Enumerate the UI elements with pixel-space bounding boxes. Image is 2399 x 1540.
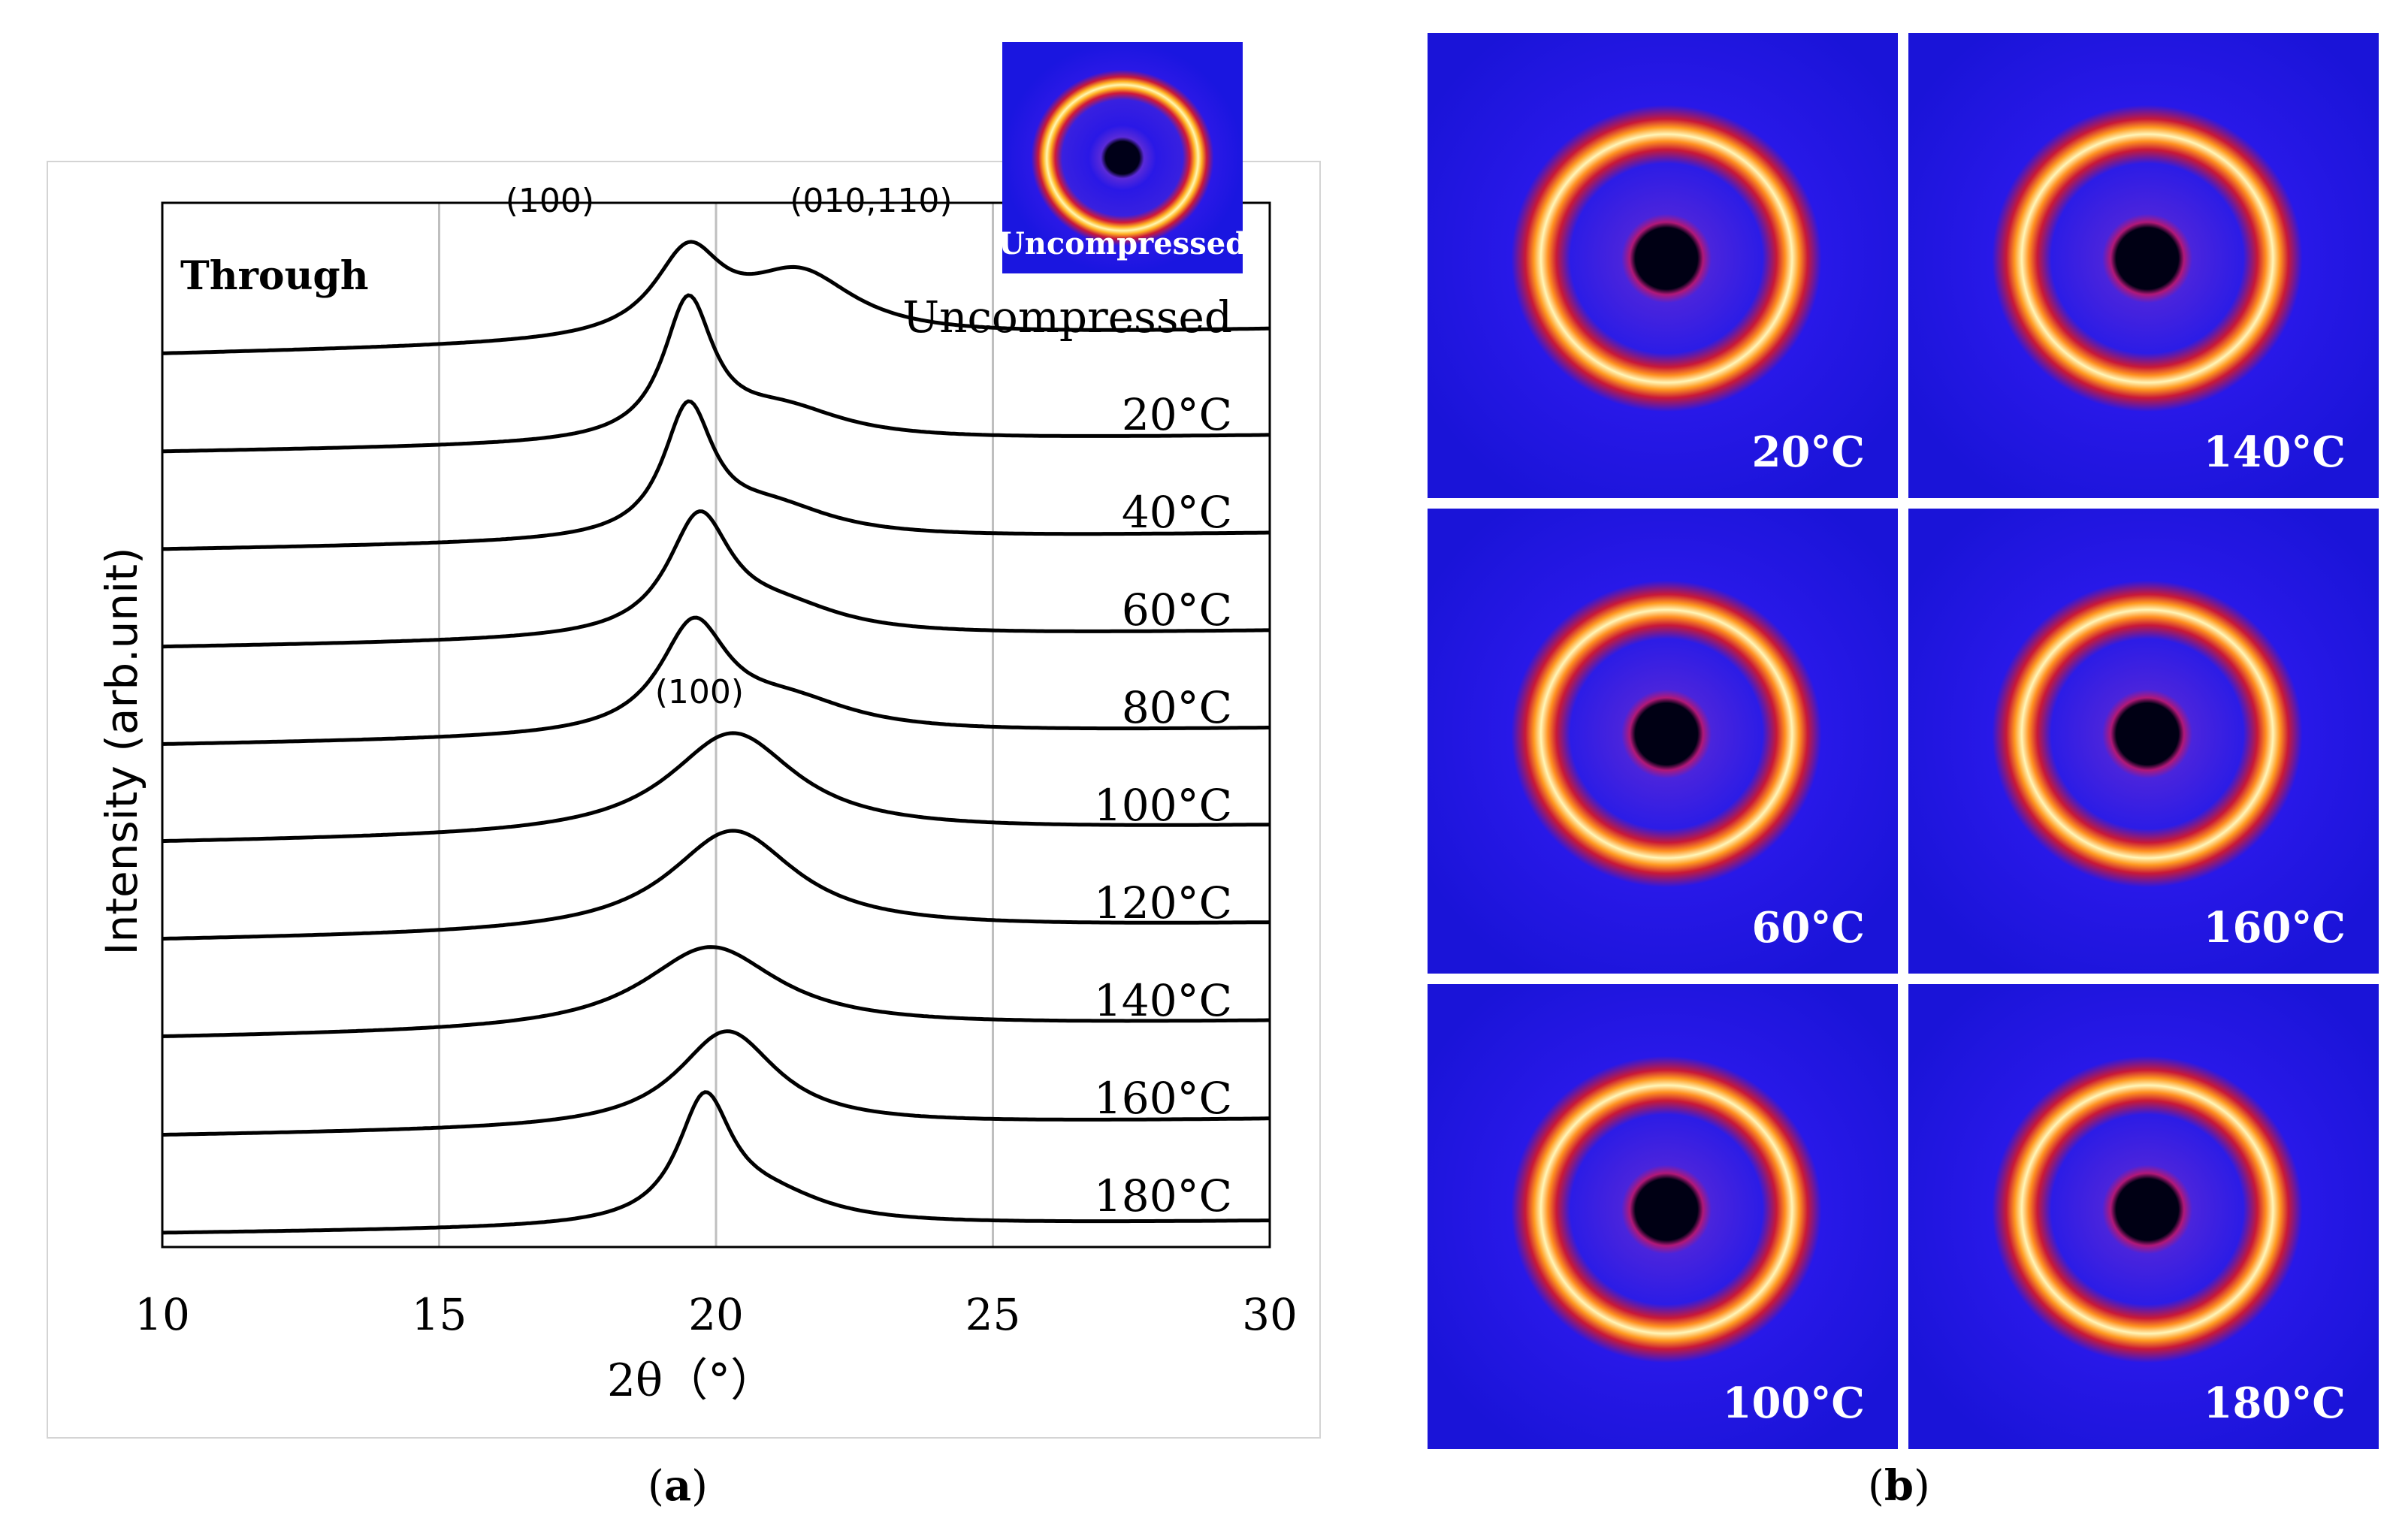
series-line bbox=[162, 1029, 1270, 1137]
pattern-image bbox=[1428, 33, 1898, 498]
pattern-image bbox=[1428, 509, 1898, 974]
series-label: 100°C bbox=[1094, 780, 1232, 831]
panel-a-letter: a bbox=[663, 1461, 692, 1511]
x-tick-label: 25 bbox=[965, 1289, 1021, 1340]
pattern-temperature-label: 140°C bbox=[2203, 427, 2346, 477]
series-label: 80°C bbox=[1122, 682, 1232, 733]
panel-a-label-close: ) bbox=[691, 1462, 709, 1511]
pattern-temperature-label: 160°C bbox=[2203, 903, 2346, 953]
x-tick-label: 10 bbox=[134, 1289, 190, 1340]
series-line bbox=[162, 829, 1271, 941]
pattern-image bbox=[1908, 33, 2379, 498]
pattern-temperature-label: 180°C bbox=[2203, 1378, 2346, 1428]
series-label: 40°C bbox=[1122, 487, 1232, 538]
series-line bbox=[162, 615, 1270, 746]
series-line bbox=[162, 293, 1270, 454]
trace-layer bbox=[162, 240, 1271, 1235]
peak-annotation: (100) bbox=[655, 673, 744, 711]
pattern-image bbox=[1908, 509, 2379, 974]
panel-a-frame bbox=[47, 161, 1321, 1439]
series-label: Uncompressed bbox=[902, 291, 1232, 343]
panel-a-label: (a) bbox=[648, 1461, 708, 1511]
series-line bbox=[162, 399, 1270, 551]
panel-b-label: (b) bbox=[1868, 1461, 1930, 1511]
gridlines bbox=[438, 203, 994, 1247]
inset-label: Uncompressed bbox=[999, 226, 1246, 261]
x-tick-label: 15 bbox=[412, 1289, 467, 1340]
pattern-image bbox=[1428, 984, 1898, 1449]
diffraction-pattern: 20°C bbox=[1428, 33, 1898, 498]
diffraction-pattern: 60°C bbox=[1428, 509, 1898, 974]
pattern-image bbox=[1908, 984, 2379, 1449]
plot-border bbox=[161, 201, 1271, 1249]
series-line bbox=[162, 945, 1270, 1038]
panel-a-label-open: ( bbox=[648, 1462, 664, 1511]
panel-b-grid: 20°C 140°C 60°C 160°C 100°C 180°C bbox=[1428, 33, 2379, 1449]
xrd-chart: 10 15 20 25 30 Uncompressed 20°C 40°C 60°C 80°C 1… bbox=[96, 42, 1298, 1407]
corner-label: Through bbox=[180, 253, 369, 299]
series-line bbox=[162, 240, 1270, 355]
series-label: 60°C bbox=[1122, 584, 1232, 636]
series-label: 140°C bbox=[1094, 975, 1232, 1026]
x-tick-label: 30 bbox=[1242, 1289, 1298, 1340]
y-axis-title: Intensity (arb.unit) bbox=[96, 547, 147, 955]
series-line bbox=[162, 1090, 1270, 1235]
diffraction-pattern: 140°C bbox=[1908, 33, 2379, 498]
series-labels: Uncompressed 20°C 40°C 60°C 80°C 100°C 120°C 14… bbox=[902, 291, 1232, 1221]
diffraction-pattern: 180°C bbox=[1908, 984, 2379, 1449]
diffraction-pattern: 160°C bbox=[1908, 509, 2379, 974]
x-tick-label: 20 bbox=[688, 1289, 744, 1340]
series-line bbox=[162, 731, 1271, 844]
peak-annotations: (100) (010,110) (100) bbox=[506, 182, 953, 711]
panel-b-label-open: ( bbox=[1868, 1462, 1884, 1511]
diffraction-pattern: 100°C bbox=[1428, 984, 1898, 1449]
pattern-temperature-label: 20°C bbox=[1751, 427, 1866, 477]
series-label: 120°C bbox=[1094, 877, 1232, 929]
panel-b-label-close: ) bbox=[1914, 1462, 1930, 1511]
series-line bbox=[162, 509, 1270, 649]
peak-annotation: (100) bbox=[506, 182, 594, 220]
series-label: 180°C bbox=[1094, 1170, 1232, 1221]
panel-b-letter: b bbox=[1884, 1461, 1914, 1511]
series-label: 160°C bbox=[1094, 1073, 1232, 1124]
peak-annotation: (010,110) bbox=[790, 182, 952, 220]
inset-pattern: Uncompressed bbox=[999, 42, 1246, 273]
x-ticks: 10 15 20 25 30 bbox=[134, 1289, 1298, 1340]
pattern-temperature-label: 60°C bbox=[1751, 903, 1866, 953]
series-label: 20°C bbox=[1122, 389, 1232, 440]
pattern-temperature-label: 100°C bbox=[1722, 1378, 1865, 1428]
x-axis-title: 2θ（°） bbox=[607, 1354, 775, 1407]
